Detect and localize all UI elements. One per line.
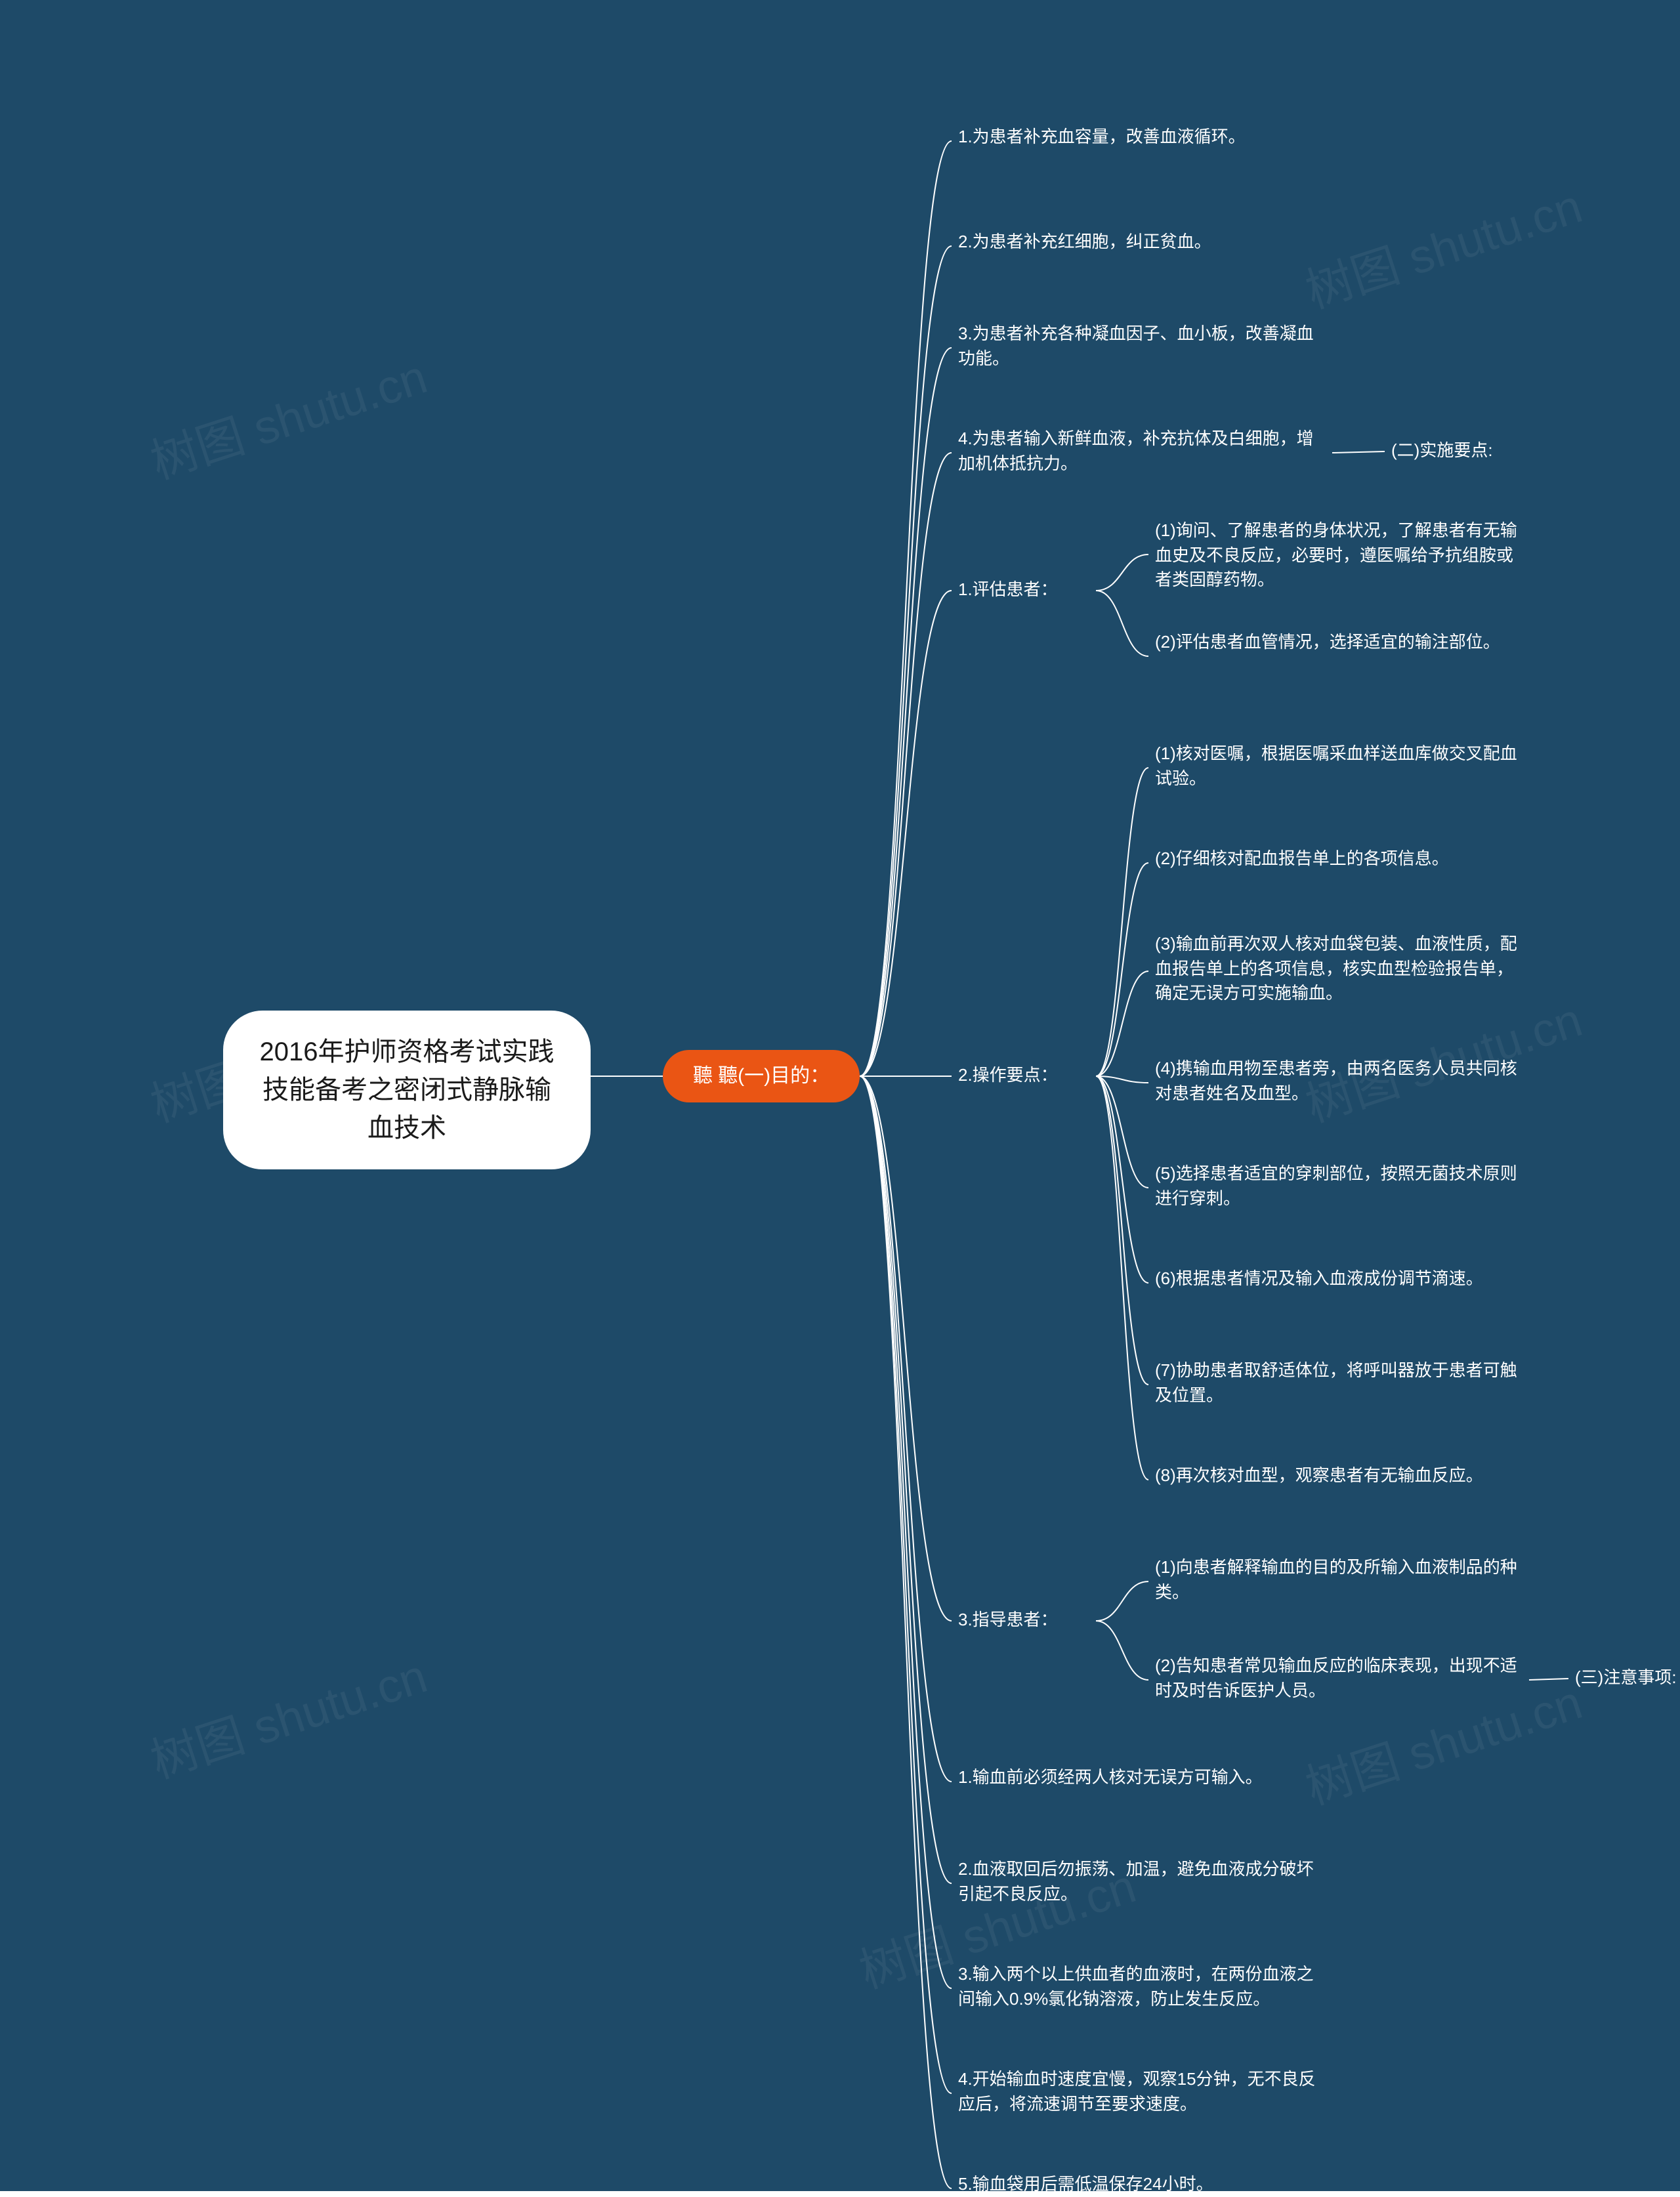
- level3-node: (8)再次核对血型，观察患者有无输血反应。: [1155, 1463, 1522, 1488]
- level3-node: (2)告知患者常见输血反应的临床表现，出现不适时及时告诉医护人员。: [1155, 1654, 1522, 1703]
- level3-node: (5)选择患者适宜的穿刺部位，按照无菌技术原则进行穿刺。: [1155, 1161, 1522, 1211]
- level3-node: (1)核对医嘱，根据医嘱采血样送血库做交叉配血试验。: [1155, 742, 1522, 791]
- level3-node: (7)协助患者取舒适体位，将呼叫器放于患者可触及位置。: [1155, 1358, 1522, 1408]
- level3-node: (2)仔细核对配血报告单上的各项信息。: [1155, 847, 1522, 871]
- level2-node: 5.输血袋用后需低温保存24小时。: [958, 2172, 1326, 2197]
- level2-node: 2.血液取回后勿振荡、加温，避免血液成分破坏引起不良反应。: [958, 1857, 1326, 1906]
- level2-node: 3.为患者补充各种凝血因子、血小板，改善凝血功能。: [958, 322, 1326, 371]
- level2-node: 4.开始输血时速度宜慢，观察15分钟，无不良反应后，将流速调节至要求速度。: [958, 2067, 1326, 2116]
- level2-node: 3.指导患者：: [958, 1608, 1089, 1633]
- level2-node: 4.为患者输入新鲜血液，补充抗体及白细胞，增加机体抵抗力。: [958, 427, 1326, 476]
- level3-node: (2)评估患者血管情况，选择适宜的输注部位。: [1155, 630, 1522, 655]
- root-node: 2016年护师资格考试实践技能备考之密闭式静脉输血技术: [223, 1011, 591, 1169]
- level2-node: 1.输血前必须经两人核对无误方可输入。: [958, 1765, 1326, 1790]
- annotation-node: (三)注意事项:: [1575, 1665, 1680, 1690]
- level3-node: (1)询问、了解患者的身体状况，了解患者有无输血史及不良反应，必要时，遵医嘱给予…: [1155, 518, 1522, 593]
- mindmap-canvas: 树图 shutu.cn树图 shutu.cn树图 shutu.cn树图 shut…: [0, 0, 1680, 2191]
- level2-node: 1.为患者补充血容量，改善血液循环。: [958, 125, 1326, 150]
- annotation-node: (二)实施要点:: [1391, 438, 1562, 463]
- level2-node: 2.为患者补充红细胞，纠正贫血。: [958, 230, 1326, 255]
- level2-node: 2.操作要点：: [958, 1063, 1089, 1088]
- level3-node: (6)根据患者情况及输入血液成份调节滴速。: [1155, 1266, 1522, 1291]
- level2-node: 1.评估患者：: [958, 577, 1089, 602]
- level3-node: (1)向患者解释输血的目的及所输入血液制品的种类。: [1155, 1555, 1522, 1604]
- level2-node: 3.输入两个以上供血者的血液时，在两份血液之间输入0.9%氯化钠溶液，防止发生反…: [958, 1962, 1326, 2011]
- level3-node: (4)携输血用物至患者旁，由两名医务人员共同核对患者姓名及血型。: [1155, 1057, 1522, 1106]
- level1-node: 聽 聽(一)目的：: [663, 1050, 860, 1102]
- level3-node: (3)输血前再次双人核对血袋包装、血液性质，配血报告单上的各项信息，核实血型检验…: [1155, 932, 1522, 1006]
